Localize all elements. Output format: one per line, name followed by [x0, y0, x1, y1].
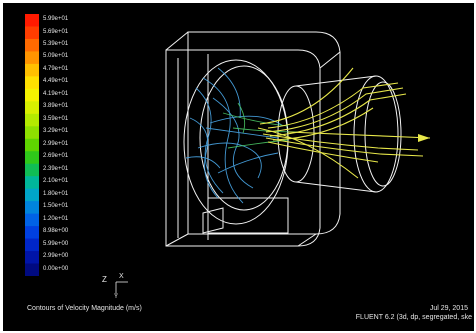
legend-tick-label: 2.39e+01 — [43, 165, 69, 172]
legend-swatch — [25, 126, 39, 140]
legend-tick-label: 1.20e+01 — [43, 215, 69, 222]
legend-tick-label: 0.00e+00 — [43, 265, 69, 272]
legend-tick-label: 4.19e+01 — [43, 90, 69, 97]
legend-tick-label: 5.99e+00 — [43, 240, 69, 247]
legend-tick-label: 4.79e+01 — [43, 65, 69, 72]
slow-streamlines — [185, 67, 284, 204]
flow-arrow — [418, 134, 430, 142]
axes-triad: Z X Y — [102, 273, 128, 298]
axis-y-label: Y — [114, 294, 118, 298]
legend-swatch — [25, 226, 39, 240]
legend-swatch — [25, 151, 39, 165]
legend-swatch — [25, 201, 39, 215]
legend-swatch — [25, 163, 39, 177]
legend-tick-label: 5.09e+01 — [43, 53, 69, 60]
fast-streamlines — [257, 67, 431, 179]
legend-tick-label: 5.69e+01 — [43, 28, 69, 35]
legend-tick-label: 2.99e+00 — [43, 253, 69, 259]
legend-swatch — [25, 251, 39, 265]
legend-swatch — [25, 176, 39, 190]
legend-tick-label: 3.59e+01 — [43, 115, 69, 122]
legend-tick-label: 2.69e+01 — [43, 153, 69, 160]
legend-tick-label: 8.98e+00 — [43, 228, 69, 235]
axis-z-label: Z — [102, 275, 107, 284]
legend-swatch — [25, 63, 39, 77]
caption-title: Contours of Velocity Magnitude (m/s) — [27, 305, 142, 312]
visualization-panel: 5.99e+01 5.69e+01 5.39e+01 5.09e+01 4.79e+01… — [3, 3, 474, 331]
legend-tick-label: 3.29e+01 — [43, 128, 69, 135]
legend-swatch — [25, 51, 39, 65]
legend-swatch — [25, 38, 39, 52]
legend-swatch — [25, 76, 39, 90]
cfd-scene — [165, 31, 431, 247]
caption-solver: FLUENT 6.2 (3d, dp, segregated, ske — [355, 314, 472, 321]
housing-wireframe — [165, 31, 402, 247]
legend-tick-label: 4.49e+01 — [43, 78, 69, 85]
legend-swatch — [25, 88, 39, 102]
legend-swatch — [25, 113, 39, 127]
legend-swatch — [25, 263, 39, 276]
axis-x-label: X — [119, 273, 124, 280]
legend-tick-label: 1.50e+01 — [43, 203, 69, 210]
legend-swatch — [25, 101, 39, 115]
legend-swatch — [25, 138, 39, 152]
legend-swatch — [25, 188, 39, 202]
legend-tick-label: 1.80e+01 — [43, 190, 69, 197]
caption-date: Jul 29, 2015 — [429, 305, 468, 312]
legend-swatch — [25, 238, 39, 252]
legend-tick-label: 2.99e+01 — [43, 140, 69, 147]
legend-swatch — [25, 14, 39, 27]
legend-tick-label: 3.89e+01 — [43, 103, 69, 110]
legend-tick-label: 5.39e+01 — [43, 41, 69, 47]
legend-color-bar — [25, 14, 39, 276]
legend-tick-label: 5.99e+01 — [43, 16, 69, 22]
legend-tick-label: 2.10e+01 — [43, 178, 69, 185]
legend-swatch — [25, 26, 39, 40]
legend-swatch — [25, 213, 39, 227]
